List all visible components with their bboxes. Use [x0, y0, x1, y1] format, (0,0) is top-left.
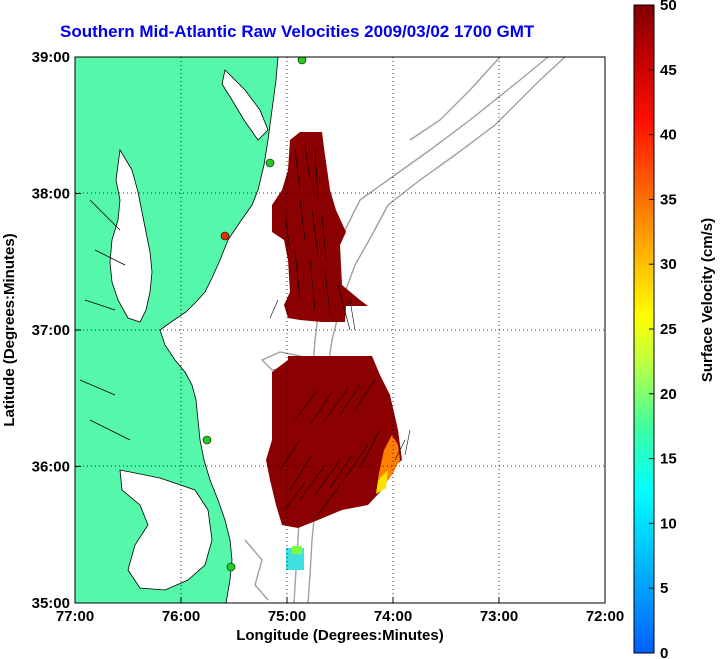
- x-tick-label: 77:00: [56, 608, 94, 625]
- y-tick-label: 37:00: [32, 322, 70, 339]
- y-tick-label: 36:00: [32, 459, 70, 476]
- y-tick-label: 39:00: [32, 49, 70, 66]
- station-marker: [220, 231, 230, 241]
- velocity-vectors-north: [269, 144, 356, 331]
- pamlico-sound: [119, 469, 213, 591]
- colorbar-tick-label: 20: [660, 386, 677, 403]
- colorbar-tick-label: 45: [660, 62, 677, 79]
- x-tick-label: 75:00: [268, 608, 306, 625]
- velocity-field-south: [266, 356, 402, 528]
- chart-title: Southern Mid-Atlantic Raw Velocities 200…: [60, 22, 535, 41]
- station-marker: [226, 562, 236, 572]
- x-tick-label: 73:00: [480, 608, 518, 625]
- x-axis-label: Longitude (Degrees:Minutes): [236, 627, 444, 644]
- grid-lines: [75, 57, 605, 603]
- colorbar-tick-label: 0: [660, 645, 668, 659]
- colorbar-tick-label: 30: [660, 256, 677, 273]
- x-tick-label: 72:00: [586, 608, 624, 625]
- colorbar-tick-label: 40: [660, 127, 677, 144]
- colorbar-tick-label: 15: [660, 451, 677, 468]
- station-marker: [202, 435, 212, 445]
- station-marker: [297, 57, 307, 65]
- colorbar-tick-label: 5: [660, 580, 668, 597]
- radar-stations: [202, 57, 307, 572]
- colorbar-tick-label: 35: [660, 191, 677, 208]
- x-tick-label: 74:00: [374, 608, 412, 625]
- colorbar-label: Surface Velocity (cm/s): [699, 218, 716, 382]
- y-tick-label: 38:00: [32, 186, 70, 203]
- colorbar-tick-label: 25: [660, 321, 677, 338]
- velocity-vectors-south: [279, 379, 411, 516]
- velocity-field-hatteras-inner: [292, 546, 302, 554]
- river-lines: [79, 199, 131, 441]
- y-tick-label: 35:00: [32, 595, 70, 612]
- colorbar-tick-label: 10: [660, 515, 677, 532]
- delaware-bay: [221, 69, 269, 141]
- colorbar-tick-label: 50: [660, 0, 677, 14]
- station-marker: [265, 158, 275, 168]
- velocity-field-north: [272, 132, 368, 322]
- y-axis-label: Latitude (Degrees:Minutes): [1, 233, 18, 426]
- x-tick-label: 76:00: [162, 608, 200, 625]
- x-axis: 77:00 76:00 75:00 74:00 73:00 72:00: [56, 597, 624, 625]
- velocity-field-south-faster: [376, 470, 388, 494]
- chesapeake-bay: [109, 148, 153, 323]
- y-axis: 39:00 38:00 37:00 36:00 35:00: [32, 49, 81, 612]
